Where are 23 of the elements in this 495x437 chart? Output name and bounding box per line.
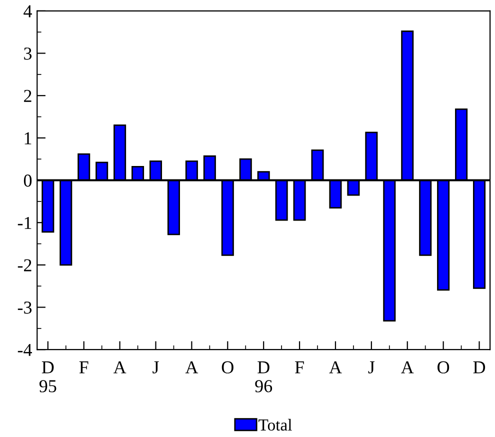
y-tick-label: -1 [18, 216, 32, 229]
y-tick-label: 1 [24, 132, 32, 144]
y-tick-label: -2 [18, 259, 32, 272]
legend-label: Total [258, 418, 292, 431]
x-tick-label: J [152, 361, 159, 374]
x-tick-label: D [473, 361, 486, 374]
x-tick-label: O [438, 361, 450, 374]
x-tick-label: J [368, 361, 375, 374]
x-tick-label: D 95 [39, 361, 56, 392]
x-tick-label: A [329, 361, 342, 374]
x-tick-label: A [113, 361, 126, 374]
x-tick-label: A [401, 361, 414, 374]
y-tick-label: 0 [24, 174, 32, 187]
y-tick-label: 4 [24, 5, 32, 18]
y-tick-label: 2 [24, 90, 32, 102]
y-tick-label: 3 [24, 48, 32, 60]
y-tick-label: -3 [18, 302, 32, 314]
x-tick-label: D 96 [255, 361, 272, 392]
x-tick-label: A [185, 361, 198, 374]
x-tick-label: O [222, 361, 234, 374]
x-tick-label: F [79, 361, 88, 374]
x-tick-label: F [295, 361, 304, 374]
y-tick-label: -4 [18, 344, 32, 356]
